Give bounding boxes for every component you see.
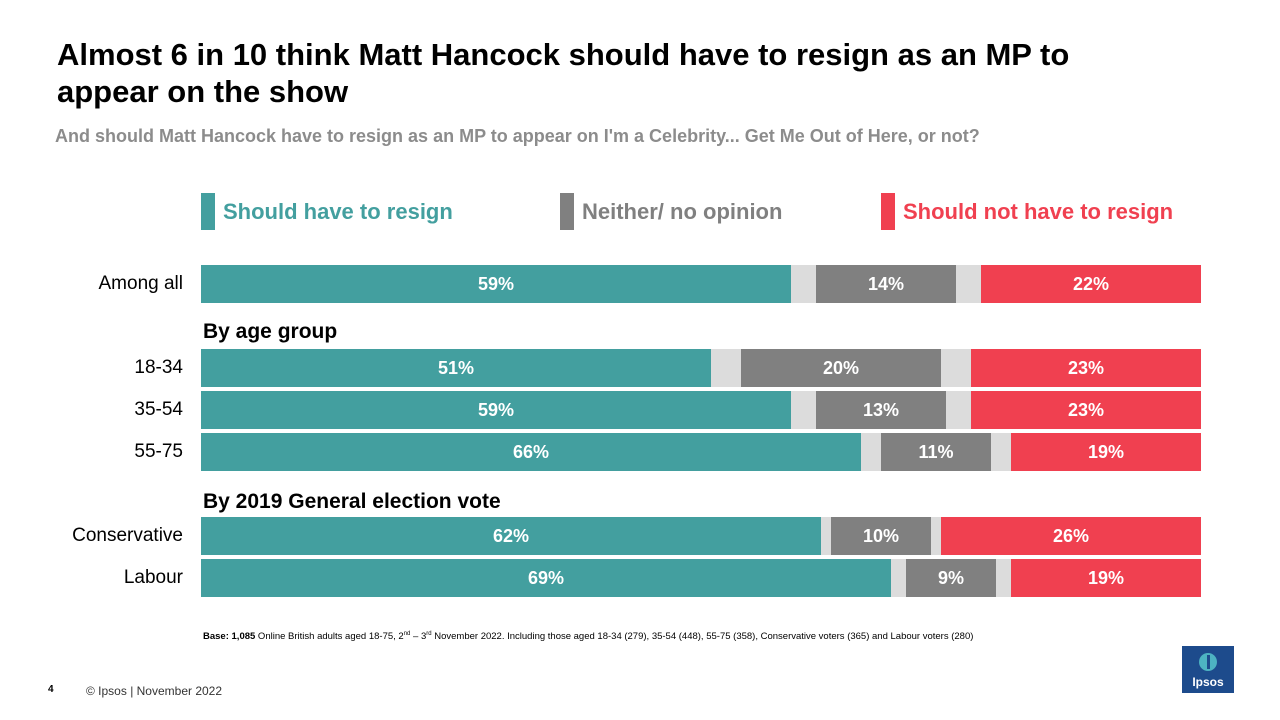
data-label-neither-55-75: 11%	[918, 441, 954, 462]
section-label-vote: By 2019 General election vote	[203, 490, 501, 513]
bar-segment-neither-35-54: 13%	[816, 391, 946, 429]
data-label-not-35-54: 23%	[1067, 399, 1105, 420]
base-text-2: – 3	[410, 631, 427, 643]
bar-segment-neither-labour: 9%	[906, 559, 996, 597]
bar-segment-not-18-34: 23%	[971, 349, 1201, 387]
legend-item-not: Should not have to resign	[881, 193, 1173, 230]
bar-segment-resign-conservative: 62%	[201, 517, 821, 555]
row-label-among-all: Among all	[98, 273, 184, 294]
page-number: 4	[48, 684, 54, 695]
bar-segment-neither-conservative: 10%	[831, 517, 931, 555]
ipsos-logo-mark	[1199, 653, 1217, 671]
bar-row-55-75: 66% 11% 19%	[201, 433, 1201, 471]
legend-swatch-not	[881, 193, 895, 230]
ipsos-logo: Ipsos	[1182, 646, 1234, 693]
copyright-text: © Ipsos | November 2022	[86, 684, 223, 698]
data-label-not-55-75: 19%	[1087, 441, 1125, 462]
bar-segment-neither-among-all: 14%	[816, 265, 956, 303]
legend-item-neither: Neither/ no opinion	[560, 193, 782, 230]
data-label-not-18-34: 23%	[1067, 357, 1105, 378]
legend-item-resign: Should have to resign	[201, 193, 453, 230]
bar-segment-resign-35-54: 59%	[201, 391, 791, 429]
bar-row-among-all: 59% 14% 22%	[201, 265, 1201, 303]
bar-gap-55-75-3	[991, 433, 1011, 471]
bar-gap-among-all-1	[791, 265, 816, 303]
bar-row-35-54: 59% 13% 23%	[201, 391, 1201, 429]
base-count: 1,085	[231, 631, 256, 643]
section-label-age: By age group	[203, 320, 338, 343]
bar-row-conservative: 62% 10% 26%	[201, 517, 1201, 555]
bar-gap-18-34-1	[711, 349, 741, 387]
row-label-18-34: 18-34	[134, 357, 183, 378]
base-text-3: November 2022. Including those aged 18-3…	[431, 631, 974, 643]
bar-gap-35-54-1	[791, 391, 816, 429]
bar-row-labour: 69% 9% 19%	[201, 559, 1201, 597]
base-sup-1: nd	[403, 631, 411, 637]
data-label-neither-among-all: 14%	[867, 273, 905, 294]
bar-segment-not-among-all: 22%	[981, 265, 1201, 303]
page-title: Almost 6 in 10 think Matt Hancock should…	[57, 37, 1070, 109]
data-label-resign-among-all: 59%	[477, 273, 515, 294]
bar-gap-18-34-3	[941, 349, 971, 387]
data-label-neither-conservative: 10%	[862, 525, 900, 546]
row-label-labour: Labour	[123, 567, 183, 588]
page-subtitle: And should Matt Hancock have to resign a…	[55, 126, 980, 146]
bar-gap-labour-1	[891, 559, 906, 597]
legend-swatch-neither	[560, 193, 574, 230]
data-label-neither-35-54: 13%	[862, 399, 900, 420]
data-label-resign-55-75: 66%	[512, 441, 550, 462]
data-label-not-labour: 19%	[1087, 567, 1125, 588]
bar-segment-not-35-54: 23%	[971, 391, 1201, 429]
data-label-resign-conservative: 62%	[492, 525, 530, 546]
bar-segment-not-labour: 19%	[1011, 559, 1201, 597]
legend-label-not: Should not have to resign	[903, 198, 1174, 224]
legend-swatch-resign	[201, 193, 215, 230]
bar-segment-resign-labour: 69%	[201, 559, 891, 597]
legend-label-resign: Should have to resign	[223, 198, 453, 224]
data-label-not-among-all: 22%	[1072, 273, 1110, 294]
bar-segment-resign-18-34: 51%	[201, 349, 711, 387]
legend-label-neither: Neither/ no opinion	[582, 198, 783, 224]
bar-segment-not-55-75: 19%	[1011, 433, 1201, 471]
data-label-not-conservative: 26%	[1052, 525, 1090, 546]
base-text-1: Online British adults aged 18-75, 2	[255, 631, 404, 643]
data-label-resign-35-54: 59%	[477, 399, 515, 420]
bar-segment-not-conservative: 26%	[941, 517, 1201, 555]
row-label-35-54: 35-54	[134, 399, 183, 420]
data-label-neither-labour: 9%	[937, 567, 964, 588]
bar-gap-35-54-3	[946, 391, 971, 429]
bar-gap-conservative-1	[821, 517, 831, 555]
base-sup-2: rd	[426, 631, 432, 637]
bar-gap-among-all-3	[956, 265, 981, 303]
ipsos-logo-text: Ipsos	[1192, 675, 1224, 689]
bar-gap-labour-3	[996, 559, 1011, 597]
base-footnote: Base: 1,085 Online British adults aged 1…	[203, 631, 973, 642]
bar-segment-resign-among-all: 59%	[201, 265, 791, 303]
bar-gap-55-75-1	[861, 433, 881, 471]
data-label-resign-labour: 69%	[527, 567, 565, 588]
bar-segment-neither-18-34: 20%	[741, 349, 941, 387]
bar-gap-conservative-3	[931, 517, 941, 555]
base-label: Base:	[203, 631, 229, 643]
bar-row-18-34: 51% 20% 23%	[201, 349, 1201, 387]
row-label-55-75: 55-75	[134, 441, 183, 462]
bar-segment-neither-55-75: 11%	[881, 433, 991, 471]
bar-segment-resign-55-75: 66%	[201, 433, 861, 471]
data-label-resign-18-34: 51%	[437, 357, 475, 378]
data-label-neither-18-34: 20%	[822, 357, 860, 378]
row-label-conservative: Conservative	[72, 525, 183, 546]
